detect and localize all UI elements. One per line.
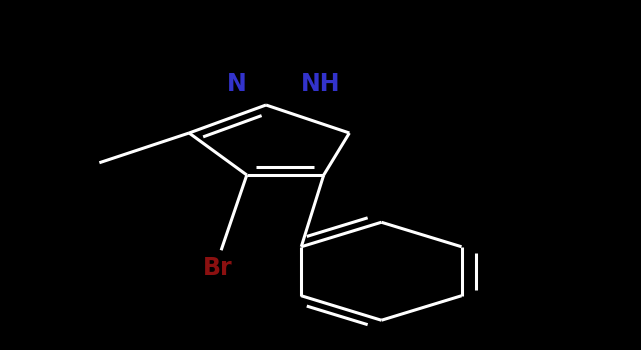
Text: Br: Br <box>203 256 233 280</box>
Text: N: N <box>228 72 247 96</box>
Text: NH: NH <box>301 72 340 96</box>
